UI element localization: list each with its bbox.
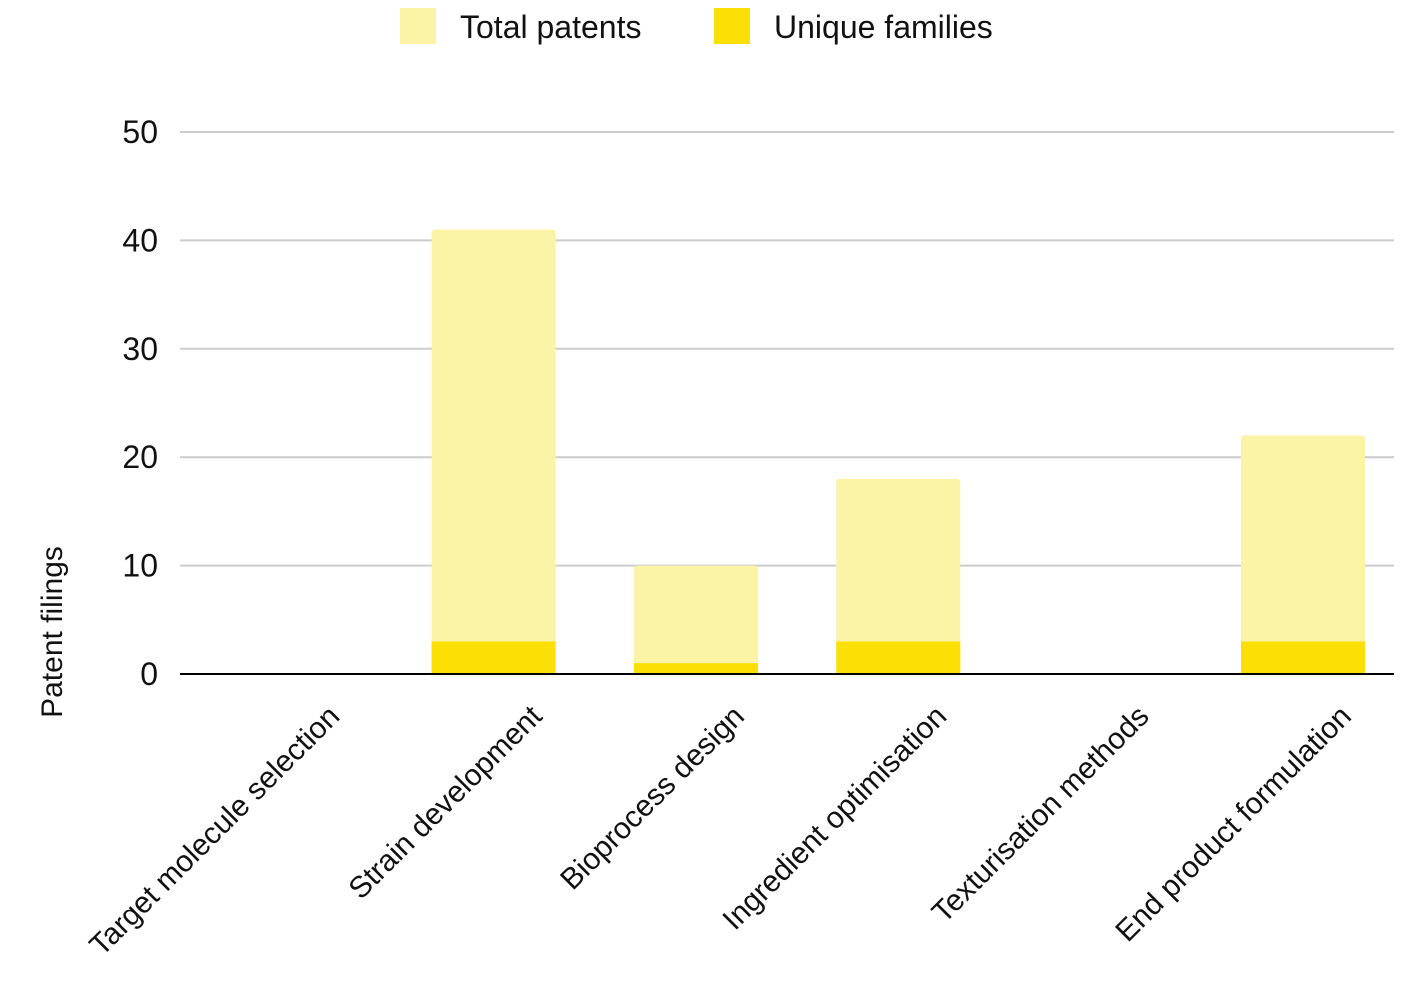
x-category-label: End product formulation	[1109, 700, 1358, 949]
legend: Total patents Unique families	[400, 8, 993, 45]
legend-label-unique-families: Unique families	[774, 9, 993, 45]
x-category-label: Texturisation methods	[926, 700, 1156, 930]
bars	[180, 229, 1394, 675]
y-axis-ticks: 0 10 20 30 40 50	[122, 114, 158, 692]
bar-total-patents	[633, 565, 758, 674]
bar-total-patents	[431, 229, 556, 674]
legend-swatch-unique-families	[714, 8, 750, 44]
bar-unique-families	[431, 641, 556, 674]
y-tick-label: 40	[122, 222, 158, 258]
x-category-label: Bioprocess design	[554, 700, 751, 897]
bar-total-patents	[836, 478, 961, 674]
bar-unique-families	[633, 663, 758, 674]
legend-swatch-total-patents	[400, 8, 436, 44]
bar-unique-families	[836, 641, 961, 674]
y-tick-label: 50	[122, 114, 158, 150]
x-category-label: Target molecule selection	[84, 700, 347, 963]
gridlines	[180, 131, 1394, 567]
y-tick-label: 0	[140, 656, 158, 692]
bar-unique-families	[1240, 641, 1365, 674]
x-category-label: Strain development	[342, 699, 549, 906]
legend-label-total-patents: Total patents	[460, 9, 641, 45]
y-axis-title: Patent filings	[36, 546, 69, 718]
y-tick-label: 10	[122, 548, 158, 584]
y-tick-label: 30	[122, 331, 158, 367]
y-tick-label: 20	[122, 439, 158, 475]
bar-total-patents	[1240, 435, 1365, 674]
x-category-label: Ingredient optimisation	[716, 700, 953, 937]
